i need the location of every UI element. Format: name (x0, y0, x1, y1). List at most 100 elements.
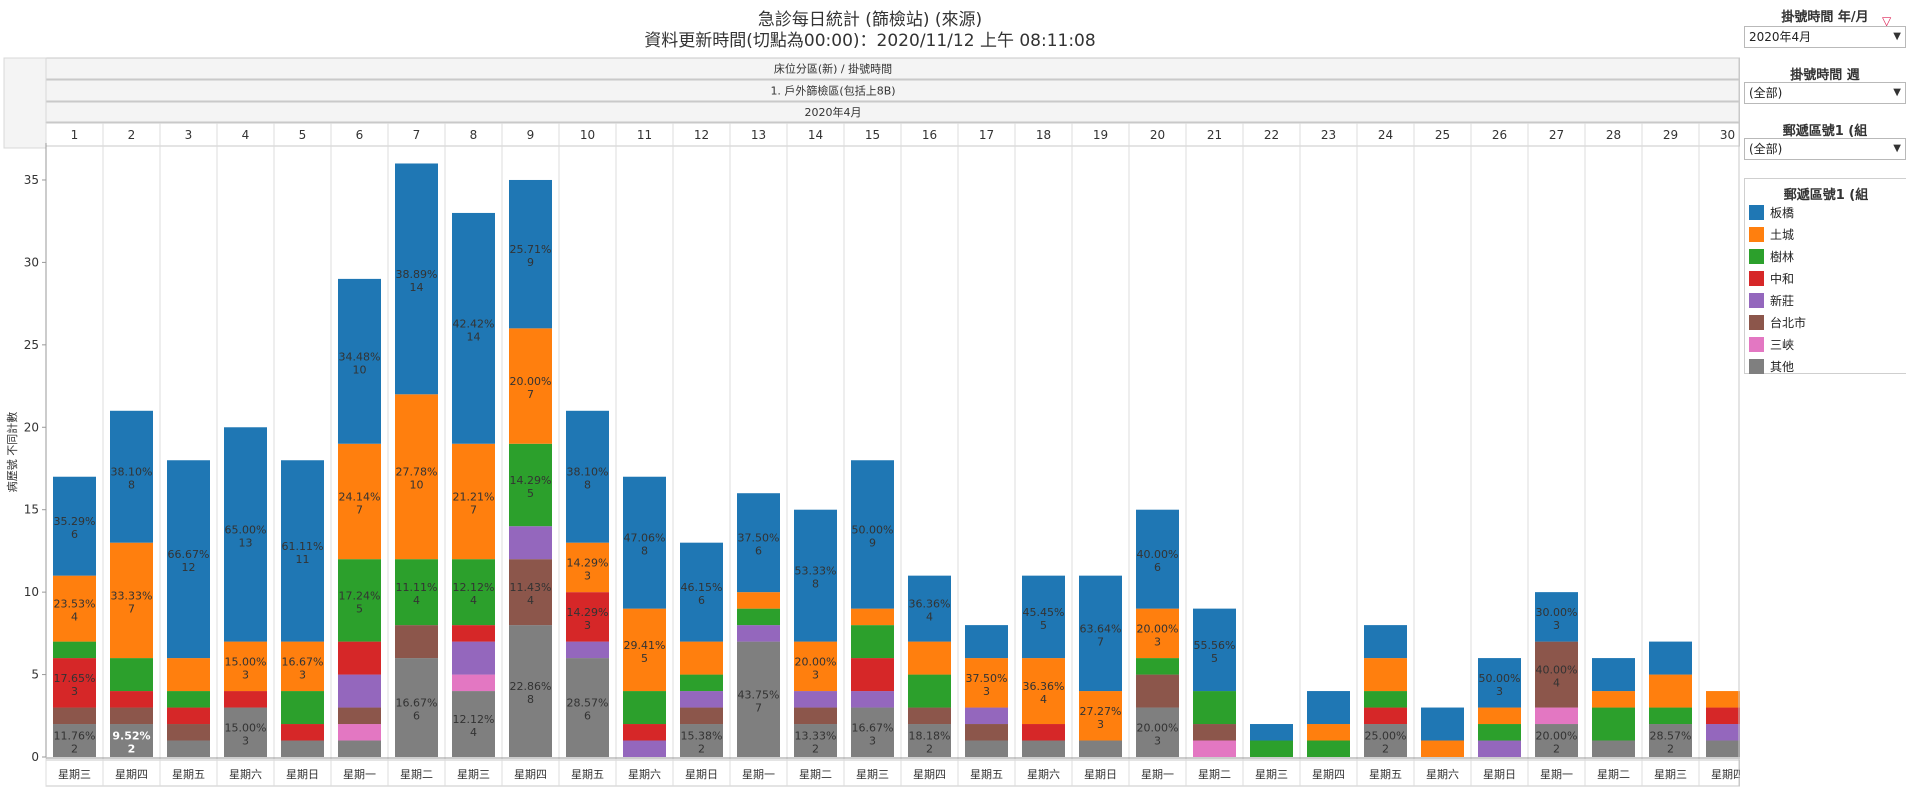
data-label: 29.41% (624, 639, 666, 652)
data-label: 7 (755, 701, 762, 714)
bar-segment (794, 707, 837, 725)
bar-segment (737, 641, 780, 757)
data-label: 11 (296, 553, 310, 566)
day-label: 27 (1549, 128, 1564, 142)
filter-zip-title: 郵遞區號1 (組 (1782, 124, 1868, 139)
bar-segment (566, 658, 609, 757)
bar-segment (395, 625, 438, 659)
y-tick-label: 25 (24, 338, 39, 352)
bar-segment (737, 608, 780, 626)
data-label: 2 (1382, 743, 1389, 756)
chart-title-line1: 急診每日統計 (篩檢站) (來源) (757, 10, 983, 30)
axis-header-corner (3, 57, 47, 149)
header-row-1 (45, 57, 1740, 80)
data-label: 15.00% (225, 721, 267, 734)
bar-segment (1706, 724, 1740, 741)
data-label: 8 (527, 693, 534, 706)
bar-segment (338, 559, 381, 642)
bar-segment (281, 460, 324, 642)
bar-segment (566, 542, 609, 593)
legend-item[interactable]: 三峽 (1749, 335, 1794, 355)
day-label: 3 (185, 128, 193, 142)
data-label: 38.10% (111, 466, 153, 479)
data-label: 15.00% (225, 655, 267, 668)
weekday-label: 星期日 (286, 768, 319, 781)
data-label: 2 (71, 743, 78, 756)
data-label: 9.52% (112, 730, 150, 743)
bar-segment (1022, 724, 1065, 741)
data-label: 50.00% (852, 523, 894, 536)
header-row-label-2: 1. 戶外篩檢區(包括上8B) (770, 84, 895, 98)
day-label: 25 (1435, 128, 1450, 142)
weekday-label: 星期二 (400, 768, 433, 781)
legend-item[interactable]: 其他 (1749, 357, 1794, 377)
bar-segment (1535, 592, 1578, 642)
weekday-label: 星期一 (1141, 768, 1174, 781)
filter-zip-dropdown[interactable]: (全部) ▼ (1744, 138, 1906, 160)
bar-segment (1364, 691, 1407, 708)
weekday-label: 星期四 (514, 768, 547, 781)
chart-title: 急診每日統計 (篩檢站) (來源) 資料更新時間(切點為00:00)：2020/… (0, 10, 1740, 52)
bar-segment (167, 724, 210, 741)
bar-segment (1592, 740, 1635, 757)
data-label: 6 (755, 545, 762, 558)
data-label: 28.57% (1650, 730, 1692, 743)
data-label: 40.00% (1536, 664, 1578, 677)
data-label: 20.00% (795, 655, 837, 668)
legend-item[interactable]: 樹林 (1749, 247, 1794, 267)
bar-segment (452, 212, 495, 444)
day-label: 16 (922, 128, 937, 142)
bar-segment (1364, 724, 1407, 757)
legend-swatch (1749, 315, 1764, 330)
legend-item[interactable]: 板橋 (1749, 203, 1794, 223)
data-label: 3 (242, 668, 249, 681)
data-label: 27.27% (1080, 705, 1122, 718)
data-label: 7 (356, 503, 363, 516)
data-label: 6 (71, 528, 78, 541)
data-label: 13.33% (795, 730, 837, 743)
bar-segment (1250, 740, 1293, 757)
legend-item[interactable]: 新莊 (1749, 291, 1794, 311)
bar-segment (1478, 658, 1521, 708)
legend-item[interactable]: 台北市 (1749, 313, 1806, 333)
data-label: 4 (1040, 693, 1047, 706)
bar-segment (110, 691, 153, 708)
bar-segment (110, 707, 153, 725)
day-label: 13 (751, 128, 766, 142)
data-label: 14 (467, 330, 481, 343)
bar-segment (1649, 707, 1692, 725)
data-label: 15.38% (681, 730, 723, 743)
bar-segment (794, 509, 837, 642)
bar-segment (224, 427, 267, 642)
legend-item[interactable]: 土城 (1749, 225, 1794, 245)
day-label: 6 (356, 128, 364, 142)
bar-segment (566, 410, 609, 543)
bar-segment (566, 641, 609, 659)
bar-segment (509, 328, 552, 444)
data-label: 7 (527, 388, 534, 401)
data-label: 20.00% (1137, 622, 1179, 635)
bar-segment (338, 674, 381, 708)
filter-year-month-title: 掛號時間 年/月 (1781, 10, 1869, 25)
bar-segment (1136, 707, 1179, 757)
filter-year-month-dropdown[interactable]: 2020年4月 ▼ (1744, 26, 1906, 48)
data-label: 8 (641, 545, 648, 558)
bar-segment (1250, 724, 1293, 741)
day-label: 2 (128, 128, 136, 142)
data-label: 5 (1040, 619, 1047, 632)
filter-week-dropdown[interactable]: (全部) ▼ (1744, 82, 1906, 104)
data-label: 4 (470, 726, 477, 739)
weekday-label: 星期二 (1198, 768, 1231, 781)
day-label: 30 (1720, 128, 1735, 142)
data-label: 45.45% (1023, 606, 1065, 619)
data-label: 21.21% (453, 490, 495, 503)
weekday-label: 星期三 (1654, 768, 1687, 781)
bar-segment (680, 542, 723, 642)
filter-icon[interactable]: ▽ (1882, 14, 1892, 28)
data-label: 3 (242, 734, 249, 747)
bar-segment (851, 625, 894, 659)
data-label: 9 (527, 256, 534, 269)
legend-item[interactable]: 中和 (1749, 269, 1794, 289)
bar-segment (110, 410, 153, 543)
data-label: 6 (413, 710, 420, 723)
